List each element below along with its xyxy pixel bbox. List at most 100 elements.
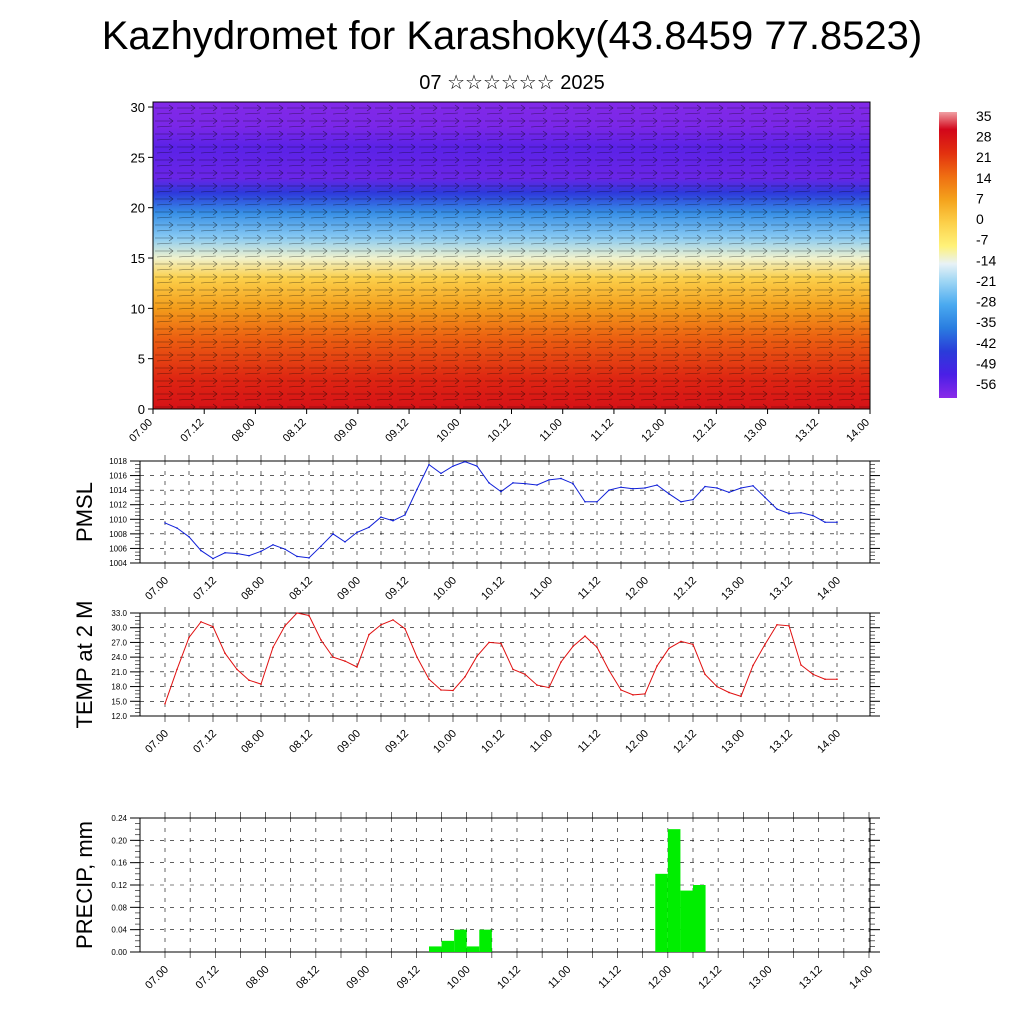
precip-bar	[680, 890, 693, 952]
data-point	[272, 543, 274, 546]
x-tick-label: 08.12	[287, 575, 315, 603]
data-point	[224, 652, 226, 655]
x-tick-label: 07.12	[193, 964, 221, 992]
data-point	[368, 633, 370, 636]
x-tick-label: 11.00	[528, 728, 555, 755]
y-tick-label: 1004	[109, 559, 127, 568]
x-tick-label: 10.12	[479, 575, 507, 603]
data-point	[716, 487, 718, 489]
x-tick-label: 14.00	[815, 575, 843, 603]
data-point	[752, 664, 754, 667]
x-tick-label: 08.12	[287, 728, 315, 756]
x-tick-label: 09.00	[344, 964, 372, 992]
precip-bar	[479, 929, 492, 952]
x-tick-label: 14.00	[844, 417, 872, 445]
precip-bar	[466, 946, 480, 952]
data-point	[620, 486, 622, 489]
page-subtitle: 07 ☆☆☆☆☆☆ 2025	[419, 72, 605, 94]
x-tick-label: 12.00	[639, 417, 667, 445]
colorbar-label: -35	[976, 314, 996, 330]
x-tick-label: 07.00	[143, 575, 171, 603]
data-point	[536, 484, 538, 486]
panel-frame	[139, 612, 871, 717]
y-tick-label: 1018	[109, 457, 127, 466]
x-tick-label: 11.12	[589, 417, 616, 444]
data-point	[332, 656, 334, 658]
pmsl-panel: 1004 1006 1008 1010 1012 1014 1016 1018 07.00 07.…	[72, 455, 880, 603]
data-point	[464, 675, 466, 678]
data-point	[548, 479, 550, 481]
data-point	[824, 678, 826, 681]
x-tick-label: 10.00	[434, 417, 462, 445]
x-tick-label: 13.12	[767, 728, 795, 756]
x-tick-label: 13.00	[742, 417, 770, 445]
data-point	[284, 624, 286, 627]
x-tick-label: 12.00	[646, 964, 674, 992]
data-point	[704, 673, 706, 676]
data-point	[440, 689, 442, 691]
y-tick-label: 25	[131, 150, 145, 165]
data-point	[680, 640, 682, 643]
x-tick-label: 12.00	[623, 728, 651, 756]
data-point	[464, 460, 466, 463]
colorbar-label: -28	[976, 294, 996, 310]
data-point	[812, 673, 814, 676]
precip-bar	[667, 829, 681, 952]
colorbar-label: -49	[976, 355, 996, 371]
data-point	[416, 656, 418, 658]
x-tick-label: 11.12	[576, 728, 603, 755]
data-point	[272, 646, 274, 649]
data-point	[248, 554, 250, 557]
x-tick-label: 11.00	[528, 575, 555, 602]
heatmap-panel: 0 5 10 15 20 25 30 07.00 07.12 08.00 08.12 09.00 09.…	[127, 100, 872, 445]
data-point	[584, 635, 586, 637]
y-axis-title: TEMP at 2 M	[72, 601, 97, 729]
y-tick-label: 0.00	[111, 948, 127, 957]
x-tick-label: 13.00	[747, 964, 775, 992]
data-point	[824, 521, 826, 523]
panel-frame	[139, 460, 871, 564]
x-tick-label: 12.12	[671, 728, 699, 756]
x-tick-label: 09.00	[332, 417, 360, 445]
data-point	[728, 491, 730, 494]
temp-panel: 12.0 15.0 18.0 21.0 24.0 27.0 30.0 33.0 07.00 07.…	[72, 601, 880, 756]
data-point	[572, 645, 574, 648]
data-point	[356, 666, 358, 668]
x-tick-label: 13.00	[719, 728, 747, 756]
x-tick-label: 13.12	[767, 575, 795, 603]
y-tick-label: 15.0	[111, 697, 127, 706]
y-tick-label: 12.0	[111, 712, 127, 721]
data-point	[740, 695, 742, 698]
colorbar-gradient	[939, 112, 957, 398]
x-tick-label: 08.00	[230, 417, 258, 445]
data-point	[500, 642, 502, 645]
colorbar-label: -14	[976, 252, 996, 268]
x-tick-label: 10.00	[445, 964, 473, 992]
data-point	[236, 552, 238, 555]
colorbar-label: -42	[976, 335, 996, 351]
x-tick-label: 11.12	[596, 964, 623, 991]
wind-barbs	[153, 102, 870, 409]
x-tick-label: 09.12	[383, 417, 411, 445]
data-point	[296, 555, 298, 558]
x-tick-label: 10.12	[495, 964, 523, 992]
x-tick-label: 13.12	[793, 417, 821, 445]
y-tick-label: 1012	[109, 501, 127, 510]
data-point	[452, 465, 454, 467]
data-point	[608, 489, 610, 491]
x-tick-label: 14.00	[847, 964, 875, 992]
x-tick-label: 12.12	[691, 417, 719, 445]
data-point	[476, 655, 478, 657]
data-point	[176, 527, 178, 529]
data-point	[536, 684, 538, 686]
y-tick-label: 1006	[109, 544, 127, 553]
data-point	[164, 702, 166, 705]
data-point	[836, 521, 838, 523]
x-tick-label: 07.00	[127, 417, 155, 445]
colorbar-label: 28	[976, 129, 992, 145]
x-tick-label: 11.12	[576, 575, 603, 602]
y-tick-label: 18.0	[111, 683, 127, 692]
data-point	[488, 482, 490, 484]
y-tick-label: 21.0	[111, 668, 127, 677]
data-point	[656, 484, 658, 486]
